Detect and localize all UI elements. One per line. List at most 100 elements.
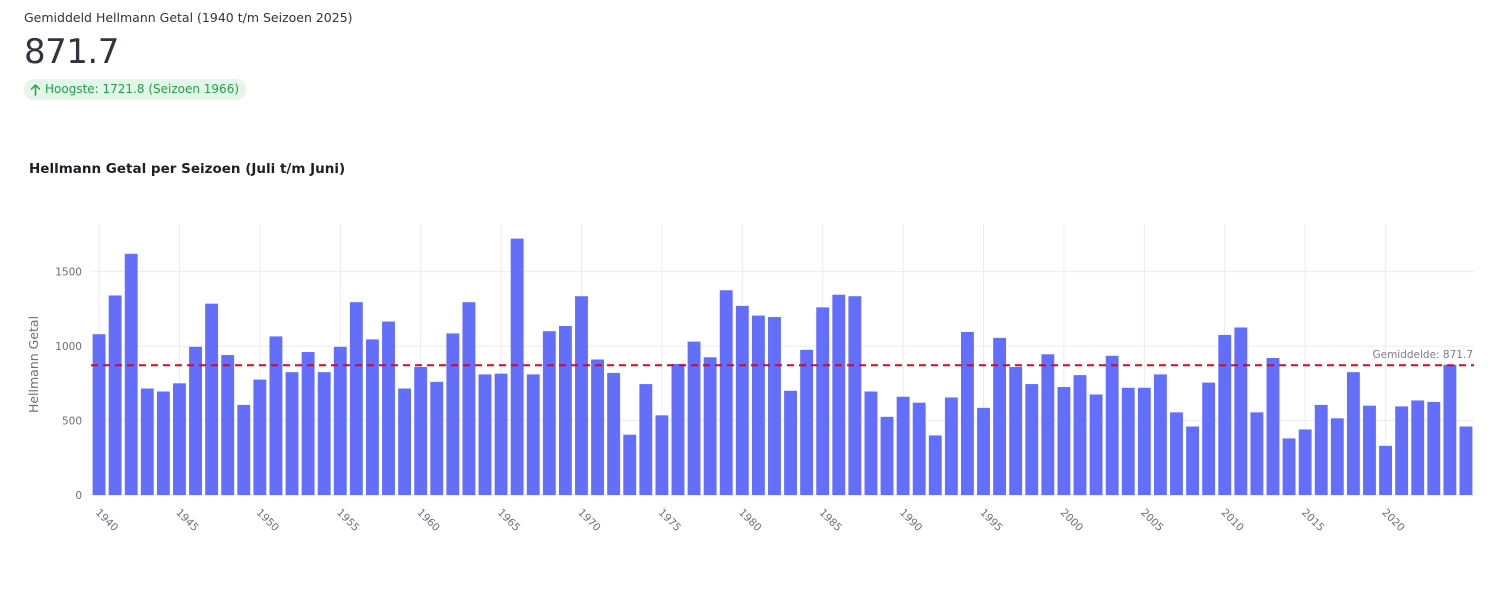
bar-2019[interactable] (1363, 405, 1376, 495)
bar-2015[interactable] (1298, 429, 1312, 495)
bar-1992[interactable] (928, 435, 942, 495)
x-tick-label: 1955 (334, 507, 361, 534)
bar-2020[interactable] (1379, 445, 1392, 495)
bar-2000[interactable] (1057, 387, 1071, 495)
bar-1963[interactable] (462, 302, 476, 495)
bar-1988[interactable] (864, 391, 878, 495)
bars-layer (92, 238, 1473, 496)
bar-1984[interactable] (800, 349, 814, 495)
bar-2001[interactable] (1073, 375, 1087, 495)
y-tick-label: 1500 (55, 267, 82, 279)
bar-2011[interactable] (1234, 327, 1248, 495)
bar-2009[interactable] (1202, 382, 1216, 495)
bar-1966[interactable] (510, 238, 524, 495)
bar-1997[interactable] (1009, 366, 1023, 495)
bar-2007[interactable] (1170, 412, 1183, 495)
bar-1981[interactable] (751, 315, 765, 495)
bar-1974[interactable] (639, 384, 653, 495)
bar-1969[interactable] (558, 326, 572, 495)
bar-1954[interactable] (317, 372, 331, 495)
bar-1971[interactable] (591, 359, 604, 496)
bar-1998[interactable] (1025, 384, 1039, 495)
bar-1987[interactable] (848, 296, 862, 495)
bar-1964[interactable] (478, 374, 492, 495)
bar-1972[interactable] (607, 372, 621, 495)
bar-2023[interactable] (1427, 401, 1441, 495)
bar-1996[interactable] (993, 337, 1007, 495)
bar-1985[interactable] (816, 307, 830, 495)
bar-1942[interactable] (124, 253, 138, 495)
x-tick-label: 2000 (1058, 507, 1085, 534)
bar-1955[interactable] (333, 346, 347, 495)
bar-2014[interactable] (1282, 438, 1296, 495)
x-tick-label: 2020 (1379, 507, 1406, 534)
x-tick-label: 1985 (817, 507, 844, 534)
bar-1962[interactable] (446, 333, 460, 495)
bar-1948[interactable] (221, 355, 235, 495)
bar-1978[interactable] (703, 357, 717, 495)
bar-2005[interactable] (1137, 387, 1151, 495)
bar-2013[interactable] (1266, 358, 1280, 495)
metric-delta-badge: Hoogste: 1721.8 (Seizoen 1966) (24, 79, 247, 100)
bar-1957[interactable] (365, 339, 379, 495)
bar-2016[interactable] (1314, 404, 1328, 495)
bar-1967[interactable] (526, 374, 540, 495)
bar-1956[interactable] (349, 302, 363, 495)
bar-1989[interactable] (880, 416, 894, 495)
bar-1982[interactable] (768, 317, 781, 495)
bar-2018[interactable] (1346, 372, 1360, 495)
y-tick-label: 0 (75, 490, 82, 502)
bar-2012[interactable] (1250, 412, 1264, 495)
x-tick-label: 1990 (897, 507, 924, 534)
bar-1944[interactable] (156, 391, 170, 495)
bar-1995[interactable] (977, 407, 990, 495)
bar-1977[interactable] (687, 341, 701, 495)
bar-2008[interactable] (1186, 426, 1200, 495)
x-tick-label: 1940 (93, 507, 120, 534)
bar-1980[interactable] (735, 305, 749, 495)
bar-1951[interactable] (269, 336, 283, 495)
bar-1950[interactable] (253, 379, 267, 495)
bar-1990[interactable] (896, 396, 910, 495)
bar-1947[interactable] (205, 303, 219, 495)
bar-1993[interactable] (944, 397, 958, 495)
bar-1976[interactable] (671, 363, 685, 495)
bar-1958[interactable] (382, 321, 395, 495)
bar-1973[interactable] (623, 434, 637, 495)
bar-2025[interactable] (1459, 426, 1473, 495)
bar-1946[interactable] (189, 346, 202, 495)
bar-1975[interactable] (655, 415, 669, 495)
bar-2022[interactable] (1411, 400, 1425, 495)
bar-1961[interactable] (430, 381, 444, 495)
bar-1952[interactable] (285, 372, 299, 495)
bar-2021[interactable] (1395, 406, 1409, 495)
bar-2006[interactable] (1153, 374, 1167, 495)
bar-2024[interactable] (1443, 364, 1457, 495)
bar-1949[interactable] (237, 404, 251, 495)
bar-1953[interactable] (301, 352, 315, 495)
bar-1999[interactable] (1041, 354, 1055, 495)
bar-1979[interactable] (719, 290, 733, 495)
bar-2010[interactable] (1218, 334, 1232, 495)
bar-1986[interactable] (832, 294, 846, 495)
bar-1968[interactable] (542, 331, 556, 495)
bar-1983[interactable] (784, 390, 797, 495)
y-tick-label: 500 (62, 416, 82, 428)
x-tick-label: 1995 (977, 507, 1004, 534)
bar-1991[interactable] (912, 402, 926, 495)
bar-2002[interactable] (1089, 394, 1103, 495)
bar-1943[interactable] (140, 388, 154, 495)
bar-1945[interactable] (173, 383, 186, 495)
bar-2004[interactable] (1121, 387, 1135, 495)
metric-label: Gemiddeld Hellmann Getal (1940 t/m Seizo… (24, 10, 353, 25)
bar-1940[interactable] (92, 334, 106, 495)
bar-1994[interactable] (961, 331, 974, 495)
bar-2017[interactable] (1330, 418, 1344, 495)
bar-1941[interactable] (108, 295, 122, 495)
bar-1959[interactable] (398, 388, 412, 495)
bar-1960[interactable] (414, 366, 428, 495)
bar-1965[interactable] (494, 373, 508, 495)
bar-1970[interactable] (575, 296, 588, 495)
bar-2003[interactable] (1105, 355, 1119, 495)
mean-label: Gemiddelde: 871.7 (1372, 349, 1473, 361)
